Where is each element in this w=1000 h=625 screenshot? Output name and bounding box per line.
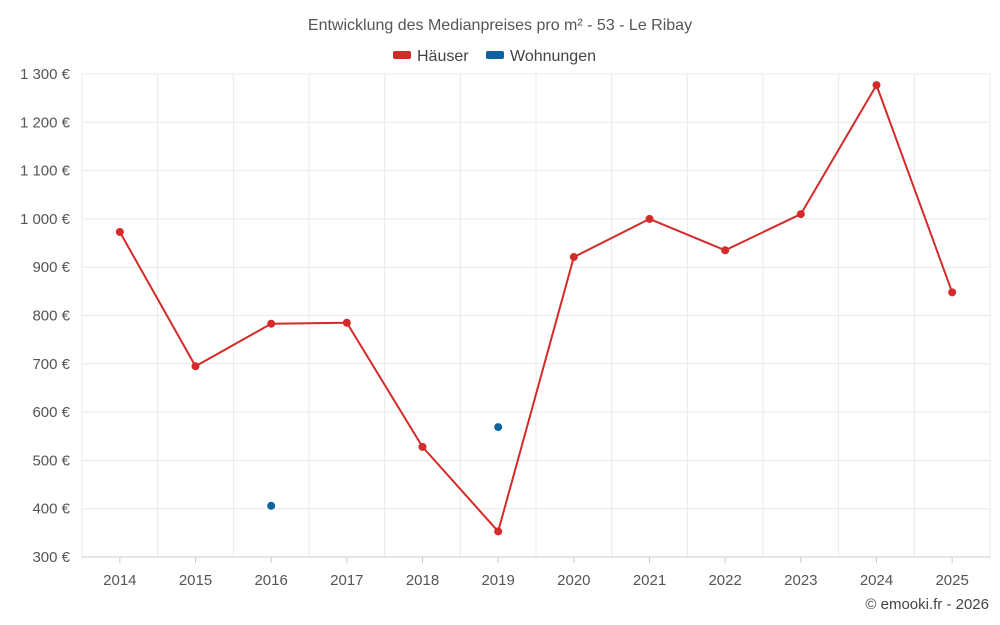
data-point-haeuser-2017[interactable] [342,318,351,327]
data-point-haeuser-2016[interactable] [267,319,276,328]
x-tick-label: 2014 [103,572,136,589]
legend-label-haeuser: Häuser [417,48,469,65]
data-point-haeuser-2015[interactable] [191,362,200,371]
y-tick-label: 700 € [32,356,70,373]
data-point-haeuser-2022[interactable] [721,246,730,255]
chart-title: Entwicklung des Medianpreises pro m² - 5… [308,17,692,34]
legend-label-wohnungen: Wohnungen [510,48,596,65]
y-tick-label: 900 € [32,259,70,276]
y-tick-label: 500 € [32,452,70,469]
data-point-haeuser-2025[interactable] [948,288,957,297]
legend-swatch-wohnungen [486,51,504,59]
x-tick-label: 2020 [557,572,590,589]
x-tick-label: 2025 [935,572,968,589]
data-point-wohnungen-2019[interactable] [494,423,503,432]
data-point-haeuser-2019[interactable] [494,527,503,536]
y-tick-label: 800 € [32,308,70,325]
data-point-haeuser-2020[interactable] [569,253,578,262]
data-point-haeuser-2023[interactable] [796,210,805,219]
x-tick-label: 2021 [633,572,666,589]
series [115,81,957,536]
x-tick-label: 2022 [708,572,741,589]
y-tick-label: 400 € [32,501,70,518]
series-line-haeuser [118,84,954,533]
y-tick-label: 1 200 € [20,114,71,131]
axes: 300 € 400 € 500 € 600 € 700 € 800 € 900 € 1 000… [20,66,990,589]
data-point-haeuser-2014[interactable] [115,227,124,236]
legend: Häuser Wohnungen [393,48,596,65]
data-point-haeuser-2021[interactable] [645,214,654,223]
x-tick-label: 2017 [330,572,363,589]
legend-item-haeuser[interactable]: Häuser [393,48,469,65]
x-tick-label: 2015 [179,572,212,589]
legend-swatch-haeuser [393,51,411,59]
y-tick-label: 300 € [32,549,70,566]
x-tick-label: 2018 [406,572,439,589]
data-point-haeuser-2018[interactable] [418,442,427,451]
x-tick-label: 2023 [784,572,817,589]
y-tick-label: 1 000 € [20,211,71,228]
legend-item-wohnungen[interactable]: Wohnungen [486,48,596,65]
data-point-haeuser-2024[interactable] [872,81,881,90]
x-tick-label: 2016 [254,572,287,589]
credit-text: © emooki.fr - 2026 [865,596,989,613]
y-tick-label: 1 300 € [20,66,71,83]
grid [81,73,991,557]
x-tick-label: 2019 [481,572,514,589]
y-tick-label: 1 100 € [20,163,71,180]
x-tick-label: 2024 [860,572,893,589]
y-tick-label: 600 € [32,404,70,421]
data-point-wohnungen-2016[interactable] [267,501,276,510]
